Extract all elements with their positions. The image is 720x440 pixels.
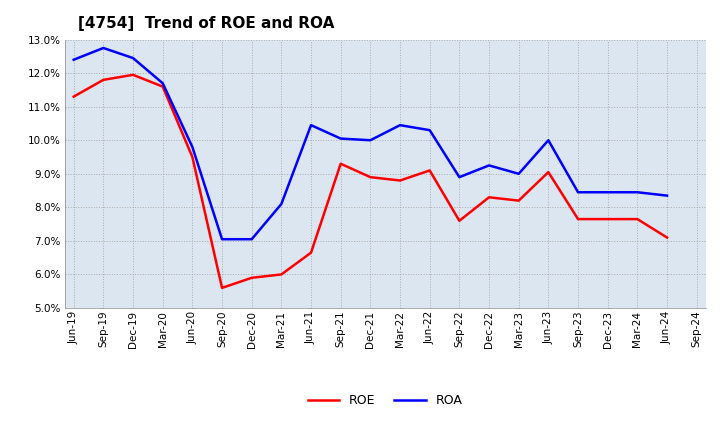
ROA (307, 122, 315, 128)
ROA (662, 193, 671, 198)
ROE (129, 72, 138, 77)
ROA (485, 163, 493, 168)
Line: ROA: ROA (73, 48, 667, 239)
ROE (426, 168, 434, 173)
ROE (633, 216, 642, 222)
ROE (307, 250, 315, 255)
ROE (574, 216, 582, 222)
ROA (69, 57, 78, 62)
ROA (158, 81, 167, 86)
ROE (662, 235, 671, 240)
ROE (158, 84, 167, 89)
ROA (217, 237, 226, 242)
ROE (455, 218, 464, 224)
Text: [4754]  Trend of ROE and ROA: [4754] Trend of ROE and ROA (78, 16, 334, 32)
ROA (514, 171, 523, 176)
ROE (603, 216, 612, 222)
ROE (248, 275, 256, 280)
ROA (336, 136, 345, 141)
ROA (544, 138, 553, 143)
ROE (99, 77, 108, 82)
ROE (485, 194, 493, 200)
ROA (129, 55, 138, 61)
ROA (99, 45, 108, 51)
ROA (188, 144, 197, 150)
ROE (396, 178, 405, 183)
ROE (277, 272, 286, 277)
ROE (366, 175, 374, 180)
ROA (455, 175, 464, 180)
ROA (574, 190, 582, 195)
ROA (633, 190, 642, 195)
Line: ROE: ROE (73, 75, 667, 288)
ROE (188, 154, 197, 160)
ROE (514, 198, 523, 203)
ROA (277, 202, 286, 207)
ROE (336, 161, 345, 166)
ROE (217, 285, 226, 290)
ROA (426, 128, 434, 133)
ROE (69, 94, 78, 99)
ROE (544, 169, 553, 175)
ROA (396, 122, 405, 128)
ROA (603, 190, 612, 195)
ROA (248, 237, 256, 242)
ROA (366, 138, 374, 143)
Legend: ROE, ROA: ROE, ROA (303, 389, 467, 412)
